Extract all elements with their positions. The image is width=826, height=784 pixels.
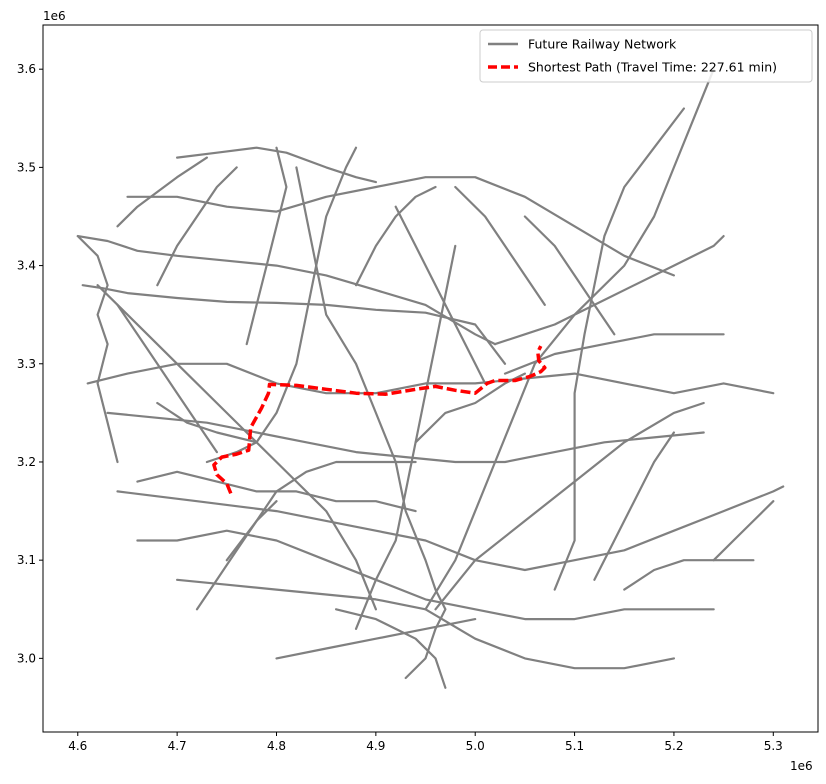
railway-line [295,166,447,680]
x-tick-label: 4.6 [68,739,87,753]
railway-line [553,107,686,591]
x-tick-label: 4.7 [168,739,187,753]
railway-line [354,185,437,287]
shortest-path-line [212,345,547,495]
legend-box [479,29,813,83]
railway-line [394,205,487,385]
railway-line [156,401,258,444]
railway-line [503,333,725,375]
y-tick-label: 3.1 [17,553,36,567]
railway-line [106,411,705,464]
railway-line [494,235,725,346]
x-axis-offset-label: 1e6 [790,759,813,773]
railway-line [195,500,278,611]
railway-line [434,401,705,611]
railway-line [205,146,358,464]
railway-network [76,68,785,689]
railway-line [275,617,477,660]
railway-line [116,303,218,454]
x-tick-label: 4.8 [267,739,286,753]
railway-line [116,156,208,228]
shortest-path-layer [212,345,547,495]
railway-line [414,372,527,444]
railway-line [136,470,417,513]
y-axis-offset-label: 1e6 [43,9,66,23]
railway-line [86,362,775,395]
y-tick-label: 3.0 [17,651,36,665]
railway-line [523,215,616,336]
x-tick-label: 5.0 [466,739,485,753]
railway-line [245,146,288,346]
legend-path-label: Shortest Path (Travel Time: 227.61 min) [528,60,777,75]
railway-line [116,485,785,572]
x-tick-label: 5.3 [764,739,783,753]
railway-line [424,68,715,611]
railway-line [76,235,119,464]
railway-line [354,244,457,631]
railway-line [96,284,377,611]
legend: Future Railway Network Shortest Path (Tr… [479,29,813,83]
railway-line [593,431,676,581]
railway-line [712,500,775,562]
railway-line [176,146,377,184]
y-tick-label: 3.3 [17,357,36,371]
axes-frame [42,24,819,733]
x-tick-label: 4.9 [366,739,385,753]
x-axis-ticks: 4.6 4.7 4.8 4.9 5.0 5.1 5.2 5.3 [68,732,783,753]
y-tick-label: 3.6 [17,62,36,76]
railway-line [176,578,676,670]
y-axis-ticks: 3.0 3.1 3.2 3.3 3.4 3.5 3.6 [17,62,43,665]
y-tick-label: 3.2 [17,455,36,469]
x-tick-label: 5.1 [565,739,584,753]
y-tick-label: 3.5 [17,160,36,174]
railway-line [156,166,238,287]
y-tick-label: 3.4 [17,259,36,273]
railway-line [136,529,715,621]
railway-line [126,176,676,277]
railway-line [623,559,755,591]
x-tick-label: 5.2 [664,739,683,753]
railway-line [454,185,546,306]
railway-line [225,460,417,562]
railway-line [335,608,447,689]
legend-network-label: Future Railway Network [528,37,677,52]
